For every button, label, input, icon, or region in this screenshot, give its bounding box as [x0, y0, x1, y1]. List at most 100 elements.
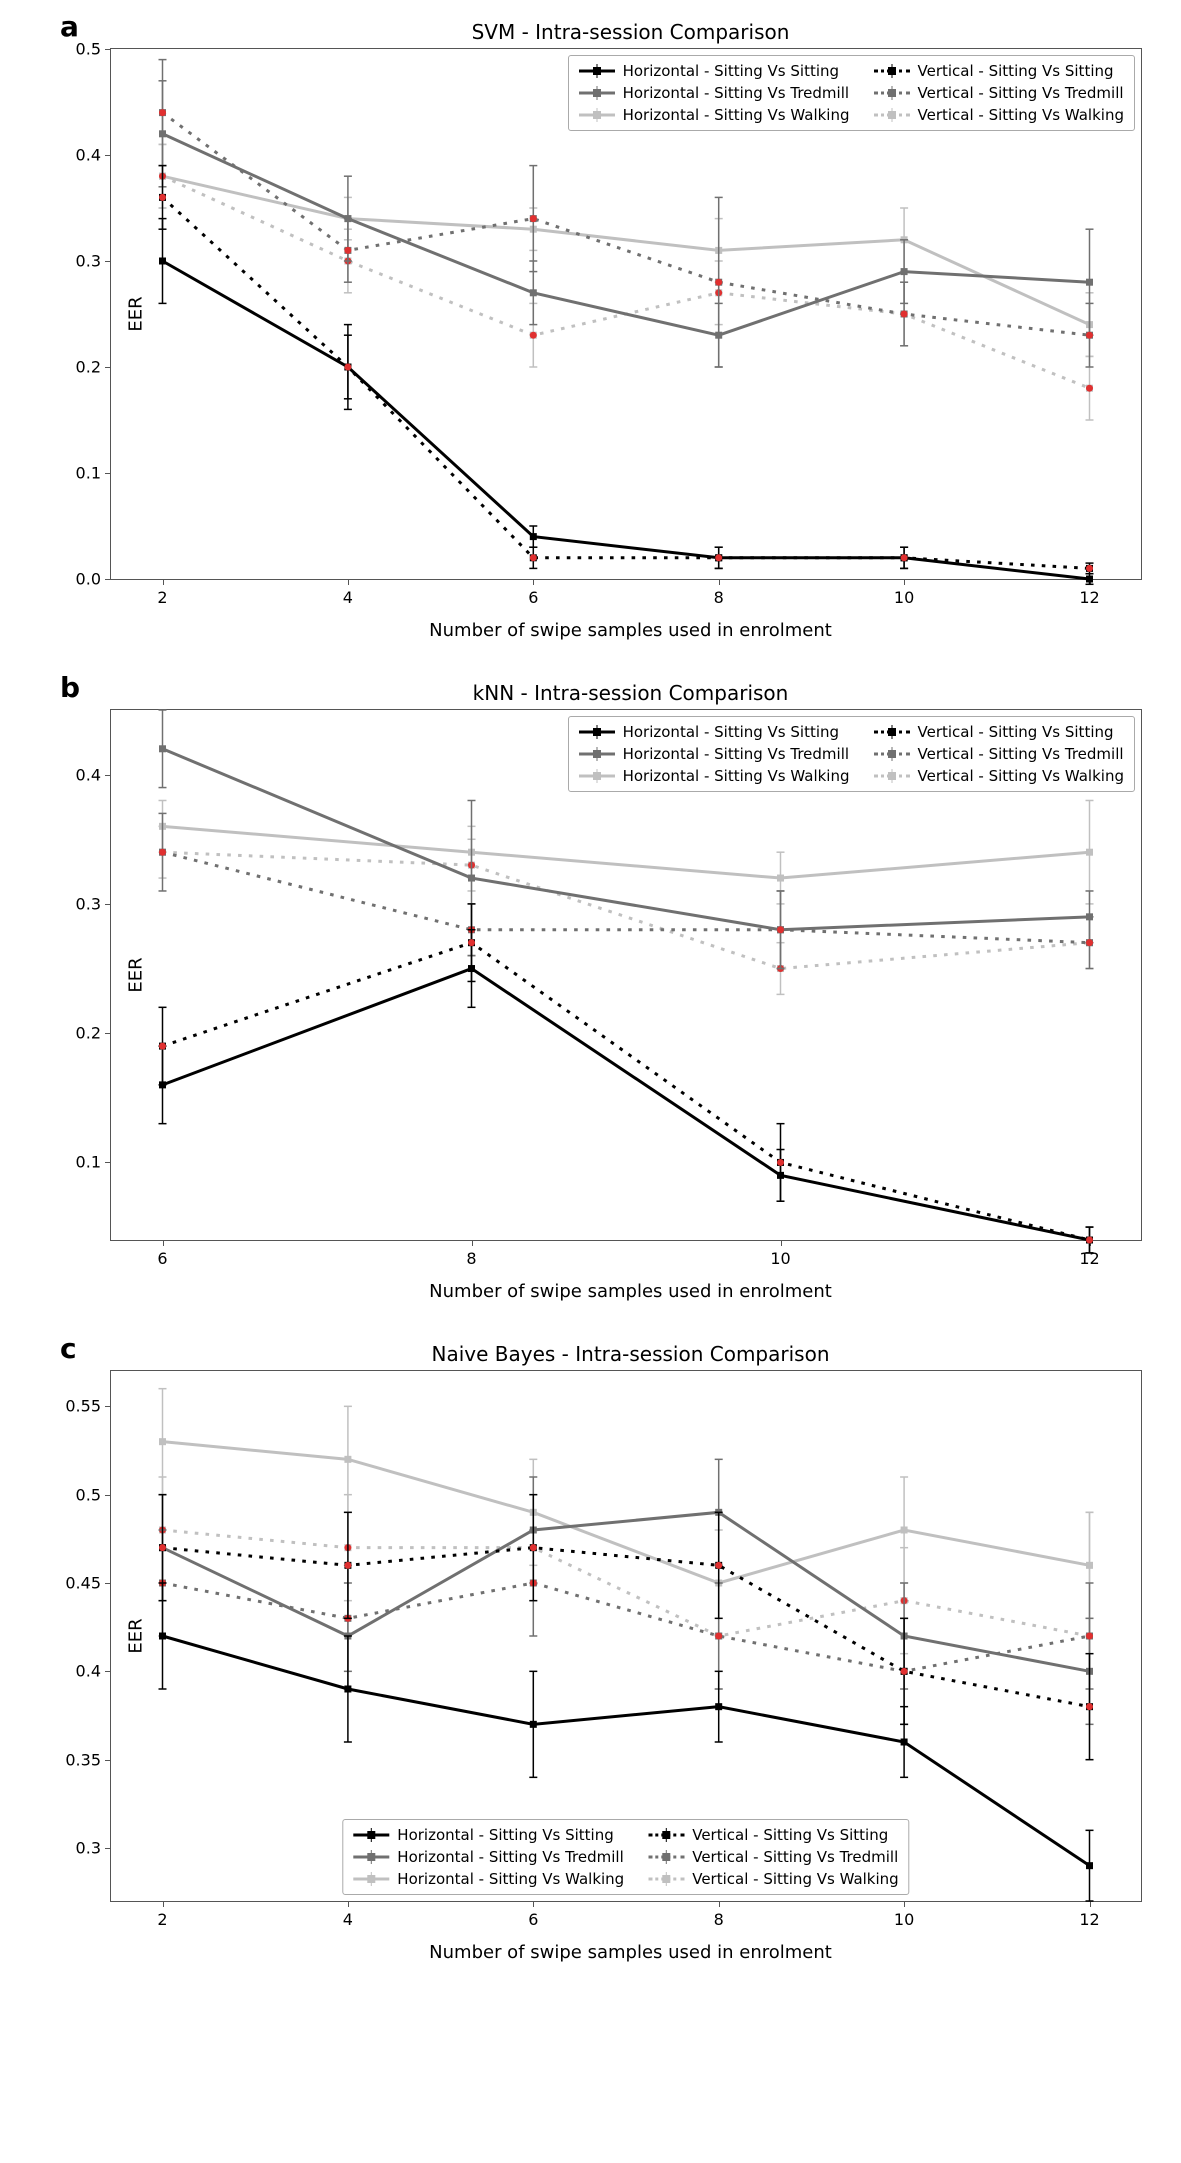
- x-tick-mark: [163, 1240, 164, 1246]
- legend-swatch: [874, 769, 910, 783]
- y-tick-label: 0.45: [61, 1574, 101, 1593]
- legend-label: Horizontal - Sitting Vs Sitting: [623, 62, 839, 80]
- legend-swatch: [579, 86, 615, 100]
- legend-item-h_walk: Horizontal - Sitting Vs Walking: [579, 106, 850, 124]
- legend-label: Vertical - Sitting Vs Tredmill: [918, 745, 1124, 763]
- plot-area: EER6810120.10.20.30.4Horizontal - Sittin…: [110, 709, 1142, 1241]
- series-redpoint: [159, 109, 166, 116]
- panel-letter: b: [60, 671, 80, 704]
- legend-swatch: [353, 1828, 389, 1842]
- x-tick-label: 8: [466, 1249, 476, 1268]
- x-axis-label: Number of swipe samples used in enrolmen…: [100, 1281, 1161, 1302]
- y-tick-label: 0.1: [61, 1153, 101, 1172]
- series-marker: [1086, 849, 1093, 856]
- y-tick-label: 0.5: [61, 1485, 101, 1504]
- legend-label: Horizontal - Sitting Vs Sitting: [397, 1826, 613, 1844]
- x-tick-label: 6: [528, 588, 538, 607]
- series-line-h_tred: [163, 134, 1090, 335]
- series-marker: [530, 1721, 537, 1728]
- series-redpoint: [1086, 565, 1093, 572]
- x-axis-label: Number of swipe samples used in enrolmen…: [100, 620, 1161, 641]
- legend-item-h_sit: Horizontal - Sitting Vs Sitting: [579, 62, 850, 80]
- legend: Horizontal - Sitting Vs Sitting Vertical …: [342, 1819, 909, 1895]
- series-marker: [1086, 1862, 1093, 1869]
- x-tick-mark: [163, 1901, 164, 1907]
- legend-label: Horizontal - Sitting Vs Tredmill: [623, 84, 849, 102]
- legend-label: Horizontal - Sitting Vs Tredmill: [397, 1848, 623, 1866]
- series-marker: [1086, 279, 1093, 286]
- legend-item-h_walk: Horizontal - Sitting Vs Walking: [353, 1870, 624, 1888]
- x-tick-label: 12: [1079, 588, 1099, 607]
- legend-swatch: [648, 1872, 684, 1886]
- series-line-h_walk: [163, 826, 1090, 878]
- y-tick-label: 0.1: [61, 464, 101, 483]
- series-marker: [901, 268, 908, 275]
- x-tick-label: 10: [894, 1910, 914, 1929]
- legend-item-v_walk: Vertical - Sitting Vs Walking: [648, 1870, 898, 1888]
- legend-swatch: [648, 1850, 684, 1864]
- x-tick-label: 10: [770, 1249, 790, 1268]
- series-marker: [159, 745, 166, 752]
- series-line-v_sit: [163, 943, 1090, 1240]
- series-redpoint: [344, 364, 351, 371]
- legend: Horizontal - Sitting Vs Sitting Vertical …: [568, 716, 1135, 792]
- series-marker: [159, 258, 166, 265]
- legend-swatch: [579, 769, 615, 783]
- legend-label: Vertical - Sitting Vs Walking: [918, 106, 1124, 124]
- y-tick-label: 0.4: [61, 765, 101, 784]
- series-redpoint: [901, 554, 908, 561]
- legend-item-v_tred: Vertical - Sitting Vs Tredmill: [874, 84, 1124, 102]
- series-marker: [344, 1456, 351, 1463]
- x-tick-mark: [904, 1901, 905, 1907]
- legend-label: Horizontal - Sitting Vs Walking: [623, 106, 850, 124]
- x-tick-label: 8: [714, 1910, 724, 1929]
- legend-item-v_tred: Vertical - Sitting Vs Tredmill: [648, 1848, 898, 1866]
- y-tick-label: 0.3: [61, 894, 101, 913]
- legend-item-h_sit: Horizontal - Sitting Vs Sitting: [579, 723, 850, 741]
- x-axis-label: Number of swipe samples used in enrolmen…: [100, 1942, 1161, 1963]
- series-redpoint: [901, 1668, 908, 1675]
- x-tick-mark: [781, 1240, 782, 1246]
- y-tick-label: 0.3: [61, 252, 101, 271]
- y-tick-label: 0.4: [61, 146, 101, 165]
- legend-item-v_sit: Vertical - Sitting Vs Sitting: [874, 723, 1124, 741]
- series-marker: [468, 875, 475, 882]
- y-tick-label: 0.2: [61, 358, 101, 377]
- legend-item-v_sit: Vertical - Sitting Vs Sitting: [874, 62, 1124, 80]
- y-tick-label: 0.55: [61, 1397, 101, 1416]
- series-marker: [530, 533, 537, 540]
- series-marker: [159, 1438, 166, 1445]
- x-tick-mark: [719, 579, 720, 585]
- panel-letter: c: [60, 1332, 77, 1365]
- series-line-h_walk: [163, 1442, 1090, 1583]
- x-tick-mark: [533, 579, 534, 585]
- legend-swatch: [579, 108, 615, 122]
- x-tick-mark: [472, 1240, 473, 1246]
- series-marker: [530, 289, 537, 296]
- series-marker: [715, 1703, 722, 1710]
- series-redpoint: [777, 926, 784, 933]
- x-tick-label: 6: [157, 1249, 167, 1268]
- x-tick-mark: [348, 579, 349, 585]
- x-tick-label: 12: [1079, 1910, 1099, 1929]
- legend-label: Horizontal - Sitting Vs Walking: [397, 1870, 624, 1888]
- series-marker: [901, 1527, 908, 1534]
- x-tick-label: 10: [894, 588, 914, 607]
- x-tick-label: 4: [343, 588, 353, 607]
- series-line-v_tred: [163, 1583, 1090, 1671]
- series-marker: [901, 1739, 908, 1746]
- legend-swatch: [353, 1872, 389, 1886]
- series-line-v_walk: [163, 852, 1090, 968]
- legend: Horizontal - Sitting Vs Sitting Vertical …: [568, 55, 1135, 131]
- legend-label: Vertical - Sitting Vs Tredmill: [918, 84, 1124, 102]
- legend-swatch: [874, 725, 910, 739]
- x-tick-mark: [719, 1901, 720, 1907]
- x-tick-label: 4: [343, 1910, 353, 1929]
- series-redpoint: [777, 1159, 784, 1166]
- legend-swatch: [579, 725, 615, 739]
- legend-item-h_tred: Horizontal - Sitting Vs Tredmill: [353, 1848, 624, 1866]
- series-redpoint: [715, 1562, 722, 1569]
- series-redpoint: [1086, 385, 1093, 392]
- x-tick-label: 2: [157, 588, 167, 607]
- series-marker: [777, 875, 784, 882]
